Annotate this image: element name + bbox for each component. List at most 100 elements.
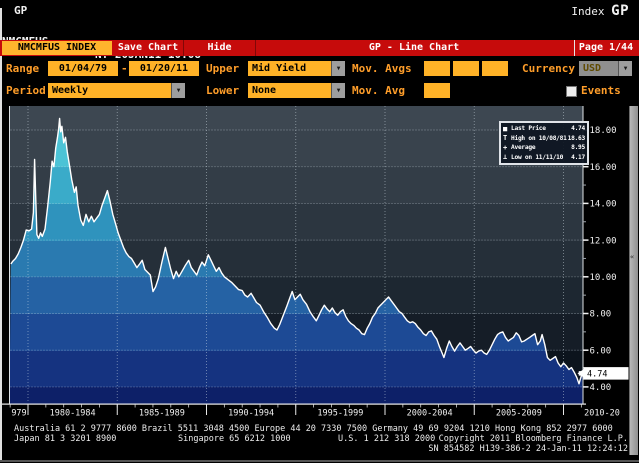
range-label: Range — [6, 62, 40, 75]
chevron-down-icon[interactable]: ▼ — [331, 61, 345, 76]
range-dash: - — [121, 62, 128, 75]
last-price-tag — [583, 367, 629, 380]
mov-avg-input-1[interactable] — [424, 61, 450, 76]
y-minor-tick — [583, 294, 586, 296]
legend-label: High on 10/08/81 — [511, 134, 567, 142]
footer-singapore: Singapore 65 6212 1000 — [178, 434, 291, 444]
hide-button[interactable]: Hide — [184, 40, 256, 56]
x-axis-label: 2000-2004 — [407, 409, 453, 419]
y-major-tick — [583, 202, 589, 205]
vertical-scrollbar[interactable]: « — [629, 106, 638, 455]
security-tag-field[interactable]: NMCMFUS INDEX — [2, 41, 112, 55]
mov-avg-input-2[interactable] — [453, 61, 479, 76]
x-axis-label: 1995-1999 — [317, 409, 363, 419]
y-axis-label: 18.00 — [590, 126, 617, 136]
upper-select[interactable]: Mid Yield ▼ — [248, 61, 345, 76]
context-code: GP — [611, 3, 629, 19]
footer-contacts-line1: Australia 61 2 9777 8600 Brazil 5511 304… — [14, 424, 613, 434]
chart-legend: ■ Last Price 4.74 T High on 10/08/81 18.… — [499, 121, 589, 165]
y-major-tick — [583, 276, 589, 278]
collapse-chevron-icon[interactable]: « — [630, 253, 635, 261]
y-axis-label: 16.00 — [590, 163, 617, 173]
y-major-tick — [583, 165, 589, 168]
window-left-border — [0, 8, 2, 460]
chart-title: GP - Line Chart — [368, 42, 460, 53]
y-major-tick — [583, 349, 589, 351]
legend-row-last-price: ■ Last Price 4.74 — [503, 124, 585, 134]
x-axis-label: 1990-1994 — [228, 409, 274, 419]
legend-row-high: T High on 10/08/81 18.63 — [503, 134, 585, 144]
y-axis-label: 10.00 — [590, 273, 617, 283]
last-price-marker — [578, 371, 584, 376]
save-chart-button[interactable]: Save Chart — [113, 40, 184, 56]
x-axis-label: 2005-2009 — [496, 409, 542, 419]
function-code: GP — [14, 4, 28, 17]
x-period-divider — [206, 404, 207, 415]
period-select[interactable]: Weekly ▼ — [48, 83, 185, 98]
window-bottom-border — [0, 460, 639, 462]
y-minor-tick — [583, 184, 586, 186]
command-bar: NMCMFUS INDEX Save Chart Hide GP - Line … — [0, 40, 639, 56]
x-axis-label: 2010-20 — [584, 409, 620, 419]
range-start-input[interactable]: 01/04/79 — [48, 61, 118, 76]
mov-avg-input-3[interactable] — [482, 61, 508, 76]
footer-japan: Japan 81 3 3201 8900 — [14, 434, 117, 444]
legend-value: 18.63 — [567, 134, 586, 142]
range-end-input[interactable]: 01/20/11 — [129, 61, 199, 76]
events-label: Events — [581, 84, 621, 97]
chevron-down-icon[interactable]: ▼ — [331, 83, 345, 98]
footer-contacts-line2: Japan 81 3 3201 8900 Singapore 65 6212 1… — [0, 434, 639, 445]
y-axis-label: 6.00 — [590, 346, 612, 356]
upper-label: Upper — [206, 62, 240, 75]
high-marker-icon: T — [503, 134, 507, 143]
x-period-divider — [116, 404, 118, 415]
x-axis-label: 1980-1984 — [50, 409, 96, 419]
y-axis-label: 4.00 — [590, 383, 612, 393]
x-period-divider — [295, 404, 297, 415]
currency-select[interactable]: USD ▼ — [579, 61, 632, 76]
plot-left-border — [9, 106, 10, 404]
chart-plot-area[interactable] — [10, 106, 583, 404]
legend-label: Last Price — [511, 125, 546, 133]
x-axis-label: 1985-1989 — [139, 409, 185, 419]
lower-label: Lower — [206, 84, 240, 97]
y-axis-label: 8.00 — [590, 310, 612, 320]
last-price-marker-icon: ■ — [503, 124, 507, 133]
mov-avg-label: Mov. Avg — [352, 84, 405, 97]
page-indicator[interactable]: Page 1/44 — [574, 40, 637, 56]
currency-label: Currency — [522, 62, 575, 75]
footer-us: U.S. 1 212 318 2000 — [338, 434, 436, 444]
legend-row-low: ⊥ Low on 11/11/10 4.17 — [503, 153, 585, 163]
last-price-tag-value: 4.74 — [587, 370, 607, 380]
lower-select[interactable]: None ▼ — [248, 83, 345, 98]
currency-value: USD — [579, 61, 618, 76]
average-marker-icon: + — [503, 143, 507, 152]
y-minor-tick — [583, 257, 586, 259]
y-major-tick — [583, 386, 589, 388]
footer-serial-line: SN 854582 H139-386-2 24-Jan-11 12:24:12 — [428, 444, 628, 454]
legend-value: 4.17 — [571, 153, 585, 161]
x-period-divider — [563, 404, 564, 415]
mov-avg-input[interactable] — [424, 83, 450, 98]
chart-area-fill — [9, 118, 583, 404]
x-axis-line — [2, 403, 586, 405]
x-period-divider — [384, 404, 386, 415]
period-label: Period — [6, 84, 46, 97]
y-major-tick — [583, 312, 589, 315]
y-minor-tick — [583, 331, 586, 333]
mov-avgs-label: Mov. Avgs — [352, 62, 412, 75]
chevron-down-icon[interactable]: ▼ — [618, 61, 632, 76]
legend-value: 4.74 — [571, 125, 585, 133]
legend-row-average: + Average 8.95 — [503, 143, 585, 153]
low-marker-icon: ⊥ — [503, 153, 507, 162]
toolbar-row-1: Range 01/04/79 - 01/20/11 Upper Mid Yiel… — [0, 58, 639, 80]
toolbar-row-2: Period Weekly ▼ Lower None ▼ Mov. Avg Ev… — [0, 80, 639, 102]
plot-right-border — [582, 106, 584, 404]
events-checkbox[interactable] — [566, 86, 577, 97]
y-minor-tick — [583, 221, 586, 223]
x-period-divider — [27, 404, 29, 415]
footer-copyright: Copyright 2011 Bloomberg Finance L.P. — [438, 434, 628, 444]
chevron-down-icon[interactable]: ▼ — [171, 83, 185, 98]
